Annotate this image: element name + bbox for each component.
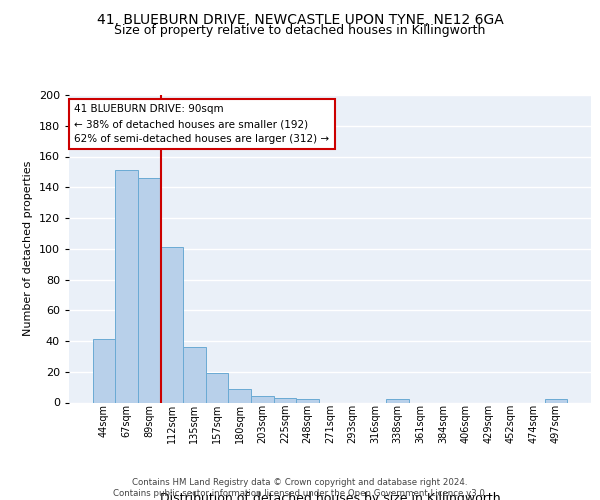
Bar xyxy=(93,340,115,402)
Bar xyxy=(229,388,251,402)
Text: 41 BLUEBURN DRIVE: 90sqm
← 38% of detached houses are smaller (192)
62% of semi-: 41 BLUEBURN DRIVE: 90sqm ← 38% of detach… xyxy=(74,104,329,144)
Bar xyxy=(206,374,229,402)
Bar xyxy=(251,396,274,402)
Text: Size of property relative to detached houses in Killingworth: Size of property relative to detached ho… xyxy=(115,24,485,37)
Bar xyxy=(274,398,296,402)
Bar xyxy=(545,400,567,402)
Bar xyxy=(386,400,409,402)
Bar xyxy=(296,400,319,402)
Y-axis label: Number of detached properties: Number of detached properties xyxy=(23,161,33,336)
X-axis label: Distribution of detached houses by size in Killingworth: Distribution of detached houses by size … xyxy=(160,492,500,500)
Text: Contains HM Land Registry data © Crown copyright and database right 2024.
Contai: Contains HM Land Registry data © Crown c… xyxy=(113,478,487,498)
Bar xyxy=(138,178,161,402)
Bar xyxy=(183,347,206,403)
Bar xyxy=(161,247,183,402)
Bar xyxy=(115,170,138,402)
Text: 41, BLUEBURN DRIVE, NEWCASTLE UPON TYNE, NE12 6GA: 41, BLUEBURN DRIVE, NEWCASTLE UPON TYNE,… xyxy=(97,12,503,26)
